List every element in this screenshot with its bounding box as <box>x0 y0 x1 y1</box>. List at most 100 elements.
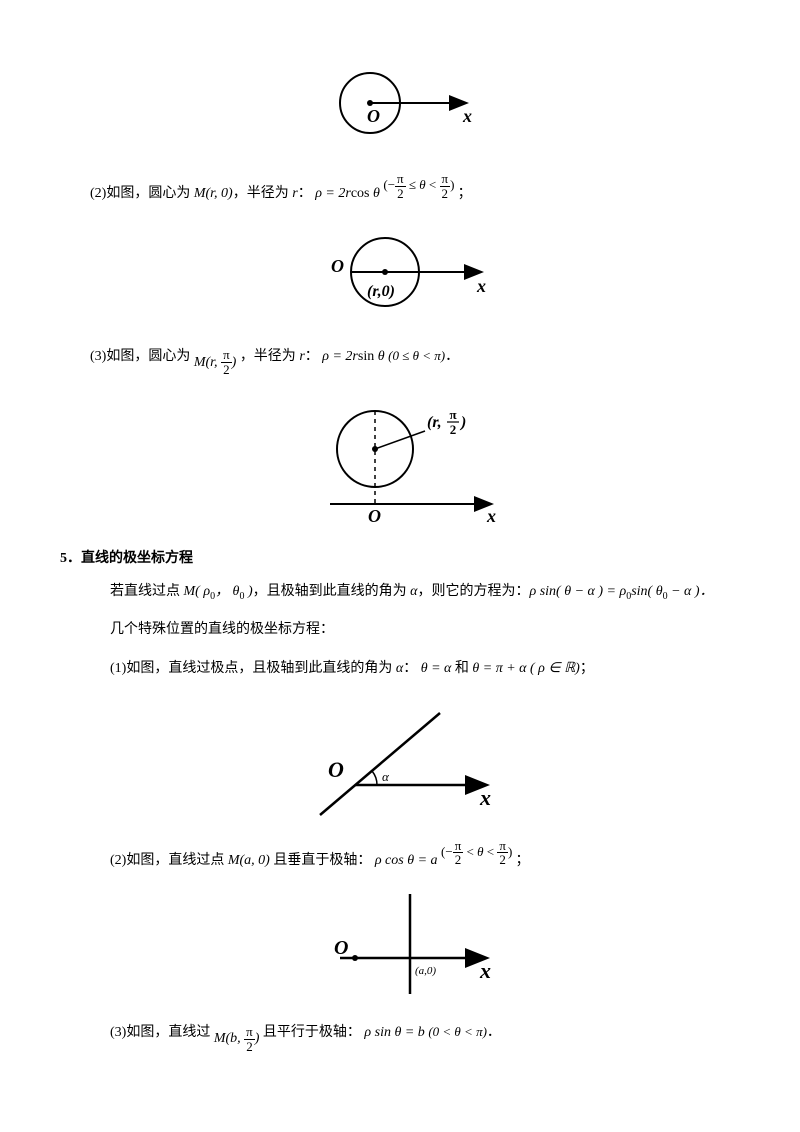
fig1-label-O: O <box>367 106 380 126</box>
sec5-p1-M: M <box>184 584 196 599</box>
sec5-i3-pre: (3)如图，直线过 <box>110 1025 214 1040</box>
sec5-i3-Mb: (b, <box>226 1031 245 1046</box>
sec5-i2-range-close: ) <box>508 844 512 859</box>
fig4-label-alpha: α <box>382 769 390 784</box>
sec5-i2-2-b: 2 <box>497 853 508 867</box>
item2-range-open: (− <box>383 177 395 192</box>
item3-Mr: (r, <box>206 355 222 370</box>
fig2-label-O: O <box>331 256 344 276</box>
fig1-label-x: x <box>462 106 472 126</box>
sec5-i1-pre: (1)如图，直线过极点，且极轴到此直线的角为 <box>110 661 396 676</box>
item2-colon: ： <box>298 186 312 201</box>
item2-eq-cos: cos <box>351 186 373 201</box>
fig-circle-at-origin: O x <box>315 48 485 158</box>
sec5-i1-and: 和 <box>451 661 472 676</box>
sec5-p1-comma: ， θ <box>215 584 239 599</box>
sec5-p1-eq2: sin( θ <box>631 584 662 599</box>
sec5-i3-range: (0 < θ < π) <box>428 1024 487 1039</box>
sec5-i2-pi-b: π <box>497 839 508 854</box>
fig-circle-r0: O (r,0) x <box>305 220 495 330</box>
item2-range-close: ) <box>450 177 454 192</box>
sec5-i3-period: ． <box>487 1025 501 1040</box>
sec5-i2-lt2: < <box>484 844 498 859</box>
sec5-i3-Mclose: ) <box>255 1031 260 1046</box>
sec5-p1-b: ，且极轴到此直线的角为 <box>253 584 411 599</box>
item2-semi: ； <box>458 186 472 201</box>
item3-text: (3)如图，圆心为 M(r, π2) ，半径为 r： ρ = 2rsin θ (… <box>90 344 740 377</box>
sec5-i3-eq: ρ sin θ = b <box>364 1025 424 1040</box>
sec5-p1-eq1: ρ sin( θ − α ) = ρ <box>529 584 626 599</box>
item2-eq-lhs: ρ = 2r <box>315 186 351 201</box>
fig5-label-O: O <box>334 937 348 959</box>
sec5-p1-eq3: − α )． <box>668 584 714 599</box>
item2-lt: < <box>426 177 440 192</box>
fig5-label-x: x <box>479 958 491 983</box>
sec5-i2-eq: ρ cos θ = a <box>375 853 438 868</box>
sec5-i1-eq2: θ = π + α ( ρ ∈ ℝ) <box>472 661 579 676</box>
item3-range: (0 ≤ θ < π) <box>388 348 445 363</box>
sec5-i1-semi: ； <box>580 661 594 676</box>
sec5-i1: (1)如图，直线过极点，且极轴到此直线的角为 α： θ = α 和 θ = π … <box>110 656 740 683</box>
item2-mid1: ，半径为 <box>233 186 293 201</box>
item3-pre: (3)如图，圆心为 <box>90 349 194 364</box>
item3-period: ． <box>445 349 459 364</box>
sec5-i2-M: M <box>228 853 240 868</box>
sec5-i2-pre: (2)如图，直线过点 <box>110 853 228 868</box>
sec5-p1-paren: ( ρ <box>195 584 210 599</box>
sec5-i3-M: M <box>214 1031 226 1046</box>
item2-pre: (2)如图，圆心为 <box>90 186 194 201</box>
item3-Mclose: ) <box>232 355 237 370</box>
item2-M: M <box>194 186 206 201</box>
sec5-p1: 若直线过点 M( ρ0， θ0 )，且极轴到此直线的角为 α，则它的方程为：ρ … <box>110 579 740 606</box>
fig3-label-O: O <box>368 506 381 526</box>
fig3-label-x: x <box>486 506 496 526</box>
sec5-i2-semi: ； <box>516 853 530 868</box>
page-root: O x (2)如图，圆心为 M(r, 0)，半径为 r： ρ = 2rcos θ… <box>0 0 800 1105</box>
fig3-label-rpi2-pre: (r, <box>427 414 442 431</box>
sec5-i2: (2)如图，直线过点 M(a, 0) 且垂直于极轴： ρ cos θ = a (… <box>110 839 740 875</box>
item2-2-a: 2 <box>395 187 406 201</box>
item3-eq-theta: θ <box>378 349 385 364</box>
sec5-i3: (3)如图，直线过 M(b, π2) 且平行于极轴： ρ sin θ = b (… <box>110 1020 740 1053</box>
item3-M: M <box>194 355 206 370</box>
fig2-label-r0: (r,0) <box>367 283 395 300</box>
fig3-frac-2: 2 <box>450 422 457 437</box>
sec5-i3-2: 2 <box>244 1040 255 1054</box>
item2-le: ≤ <box>406 177 420 192</box>
sec5-i3-pi: π <box>244 1025 255 1040</box>
item3-eq-sin: sin <box>358 349 378 364</box>
fig-line-through-pole: O α x <box>300 695 500 825</box>
sec5-p1-a: 若直线过点 <box>110 584 184 599</box>
sec5-i2-mid: 且垂直于极轴： <box>270 853 372 868</box>
fig3-frac-pi: π <box>449 407 456 422</box>
sec5-i1-colon: ： <box>403 661 417 676</box>
fig2-label-x: x <box>476 276 486 296</box>
sec5-i2-range-open: (− <box>441 844 453 859</box>
sec5-i2-Ma0: (a, 0) <box>240 853 270 868</box>
fig3-label-rpi2-post: ) <box>459 414 466 431</box>
section5-title: 5．直线的极坐标方程 <box>60 547 740 567</box>
sec5-p2: 几个特殊位置的直线的极坐标方程： <box>110 617 740 644</box>
sec5-i3-mid: 且平行于极轴： <box>263 1025 361 1040</box>
sec5-p1-close: ) <box>244 584 252 599</box>
sec5-i2-lt1: < <box>463 844 477 859</box>
item3-pi: π <box>221 348 232 363</box>
sec5-i2-2-a: 2 <box>453 853 464 867</box>
fig5-label-a0: (a,0) <box>415 965 436 977</box>
fig-line-perp: O (a,0) x <box>300 886 500 1006</box>
item2-pi-b: π <box>440 172 451 187</box>
sec5-i1-eq1: θ = α <box>421 661 452 676</box>
item2-text: (2)如图，圆心为 M(r, 0)，半径为 r： ρ = 2rcos θ (−π… <box>90 172 740 208</box>
sec5-i2-pi-a: π <box>453 839 464 854</box>
item3-eq-lhs: ρ = 2r <box>322 349 358 364</box>
fig4-label-x: x <box>479 785 491 810</box>
sec5-p1-c: ，则它的方程为： <box>417 584 529 599</box>
fig-circle-rpi2: O x (r, π 2 ) <box>295 389 505 529</box>
item3-colon: ： <box>305 349 319 364</box>
item2-eq-theta: θ <box>373 186 380 201</box>
item2-pi-a: π <box>395 172 406 187</box>
item3-mid1: ，半径为 <box>240 349 300 364</box>
item2-2-b: 2 <box>440 187 451 201</box>
fig4-label-O: O <box>328 757 344 782</box>
item3-2: 2 <box>221 363 232 377</box>
